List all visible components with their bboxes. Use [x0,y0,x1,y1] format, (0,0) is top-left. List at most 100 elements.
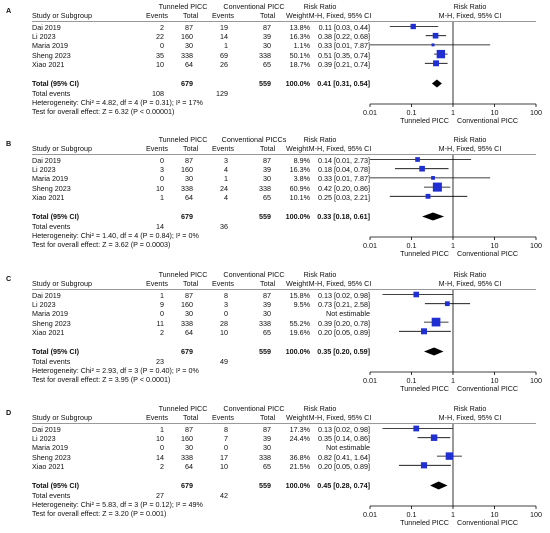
study-col-header: Study or Subgroup [32,413,92,422]
study-estimate-square [436,49,446,59]
total-weight: 100.0% [285,212,310,221]
total-label: Total (95% CI) [32,79,79,88]
weight-cell: 8.9% [293,156,310,165]
study-estimate-square [433,60,439,67]
weight-cell: 1.1% [293,41,310,51]
favours-left-label: Tunneled PICC [400,384,449,393]
total1-col-header: Total [183,144,199,153]
rr-ci-cell: 0.39 [0.21, 0.74] [318,59,370,69]
total-weight: 100.0% [285,347,310,356]
total1-cell: 87 [185,291,193,300]
events1-cell: 2 [160,461,164,471]
events1-cell: 1 [160,192,164,202]
total1-col-header: Total [183,11,199,20]
header-rule [32,21,372,22]
pooled-estimate-diamond [430,481,448,490]
total-events-label: Total events [32,357,71,366]
total-events1: 108 [152,89,164,98]
total2-cell: 338 [259,50,271,60]
favours-right-label: Conventional PICC [457,249,518,258]
events2-cell: 24 [220,183,228,193]
pooled-estimate-diamond [423,347,444,356]
study-name: Maria 2019 [32,41,68,51]
events1-cell: 1 [160,425,164,434]
x-tick-label: 0.01 [363,510,377,519]
total1-cell: 160 [181,165,193,175]
x-tick-label: 10 [491,108,499,117]
events1-col-header: Events [146,11,168,20]
events1-cell: 10 [156,434,164,444]
study-name: Xiao 2021 [32,59,65,69]
events1-cell: 11 [156,318,164,328]
x-tick-label: 0.01 [363,241,377,250]
total1-cell: 160 [181,434,193,444]
total2-col-header: Total [260,144,276,153]
events2-cell: 10 [220,327,228,337]
total-weight: 100.0% [285,79,310,88]
total1-sum: 679 [181,212,193,221]
total-events1: 14 [156,222,164,231]
total2-cell: 65 [263,327,271,337]
rr-header: Risk Ratio [303,270,337,279]
panel-letter: C [6,274,12,283]
events1-cell: 0 [160,443,164,453]
total1-sum: 679 [181,481,193,490]
total1-cell: 64 [185,461,193,471]
events1-cell: 3 [160,165,164,175]
events2-cell: 26 [220,59,228,69]
weight-cell: 3.8% [293,174,310,184]
total-label: Total (95% CI) [32,212,79,221]
forest-plot-area: 0.01 0.1 1 10 100 Tunneled PICC Conventional P… [363,155,542,258]
total2-cell: 30 [263,443,271,453]
rr-header-plot: Risk Ratio [453,135,487,144]
study-estimate-square [432,182,442,192]
heterogeneity-text: Heterogeneity: Chi² = 4.82, df = 4 (P = … [32,98,203,107]
rr-method-header: M-H, Fixed, 95% CI [308,413,372,422]
events2-cell: 28 [220,318,228,328]
events2-col-header: Events [212,413,234,422]
weight-cell: 55.2% [289,318,310,328]
rr-ci-cell: 0.42 [0.20, 0.86] [318,183,370,193]
favours-right-label: Conventional PICC [457,116,518,125]
events2-col-header: Events [212,279,234,288]
group2-header: Conventional PICCs [221,135,287,144]
total-events2: 49 [220,357,228,366]
total2-cell: 39 [263,165,271,175]
x-tick-label: 100 [530,241,542,250]
header-rule-plot [370,423,536,424]
events2-cell: 8 [224,425,228,434]
events2-cell: 8 [224,291,228,300]
events1-cell: 9 [160,300,164,310]
forest-panel: A Tunneled PICC Conventional PICC Risk Rati… [0,0,550,128]
total-label: Total (95% CI) [32,347,79,356]
x-tick-label: 0.1 [407,376,417,385]
total1-cell: 30 [185,443,193,453]
total2-cell: 39 [263,32,271,42]
header-rule [32,154,372,155]
total2-cell: 39 [263,300,271,310]
total1-cell: 64 [185,192,193,202]
overall-effect-text: Test for overall effect: Z = 3.20 (P = 0… [32,509,167,518]
study-estimate-square [430,434,438,441]
group1-header: Tunneled PICC [158,135,208,144]
events1-cell: 22 [156,32,164,42]
events1-col-header: Events [146,413,168,422]
total-rr-ci: 0.41 [0.31, 0.54] [317,79,370,88]
group2-header: Conventional PICC [223,2,285,11]
rr-header: Risk Ratio [303,135,337,144]
total2-sum: 559 [259,79,271,88]
total1-col-header: Total [183,279,199,288]
study-name: Maria 2019 [32,309,68,319]
events1-col-header: Events [146,279,168,288]
events1-cell: 0 [160,174,164,184]
total-events2: 36 [220,222,228,231]
events2-col-header: Events [212,144,234,153]
x-tick-label: 0.1 [407,510,417,519]
total2-cell: 65 [263,461,271,471]
rr-header-plot: Risk Ratio [453,404,487,413]
x-tick-label: 100 [530,510,542,519]
total1-cell: 30 [185,41,193,51]
rr-method-header-plot: M-H, Fixed, 95% CI [438,279,502,288]
study-estimate-square [432,32,439,39]
weight-col-header: Weight [286,11,309,20]
